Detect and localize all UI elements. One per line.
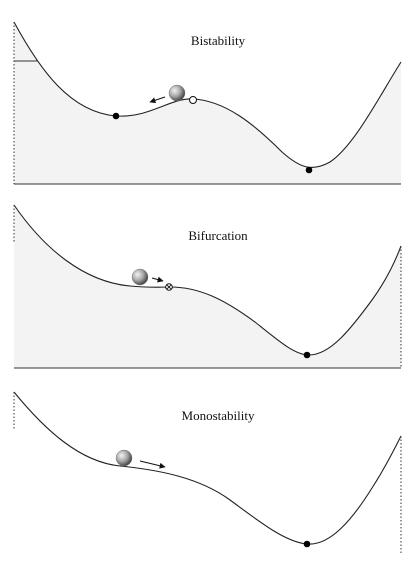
ball bbox=[131, 268, 149, 286]
stable-point bbox=[303, 351, 311, 359]
potential-curve bbox=[13, 204, 402, 356]
ball bbox=[168, 84, 186, 102]
stable-point bbox=[303, 540, 311, 548]
stable-point-left bbox=[112, 112, 120, 120]
potential-curve bbox=[13, 391, 402, 545]
potential-fill bbox=[14, 22, 401, 184]
stable-point-right bbox=[305, 166, 313, 174]
motion-arrow bbox=[151, 276, 164, 283]
potential-curve bbox=[13, 21, 402, 168]
saddle-node-point bbox=[165, 283, 173, 291]
panel-title: Monostability bbox=[182, 408, 255, 423]
potential-fill bbox=[14, 205, 401, 368]
motion-arrow bbox=[139, 460, 166, 469]
panel-monostability: Monostability bbox=[13, 391, 402, 555]
ball bbox=[115, 449, 133, 467]
panel-bifurcation: Bifurcation bbox=[13, 204, 402, 369]
motion-arrow bbox=[149, 96, 166, 104]
panel-title: Bistability bbox=[191, 33, 246, 48]
panel-bistability: Bistability bbox=[13, 21, 402, 185]
unstable-point bbox=[189, 96, 197, 104]
panel-title: Bifurcation bbox=[188, 228, 248, 243]
